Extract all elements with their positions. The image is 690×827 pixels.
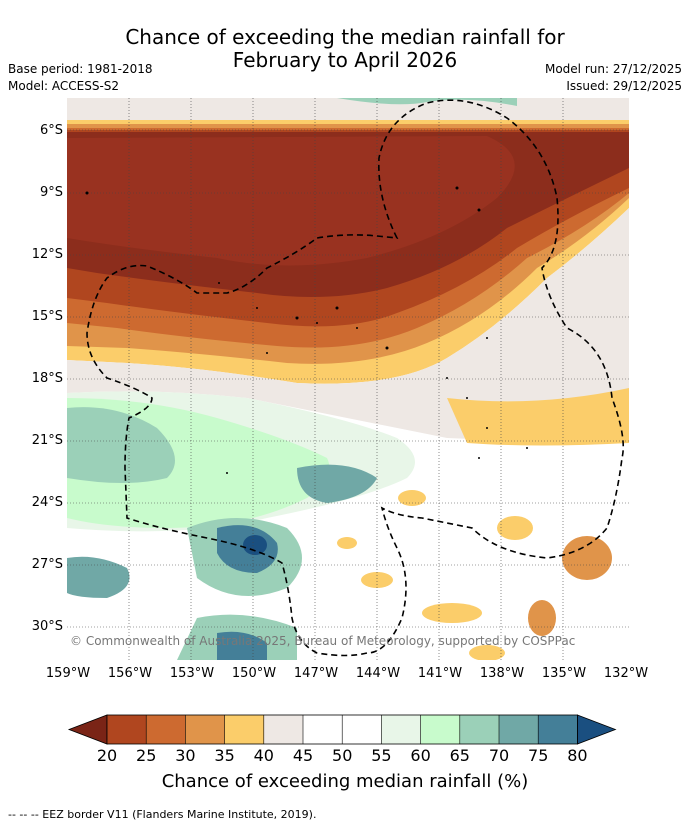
lat-tick-15s: 15°S	[31, 309, 63, 324]
lon-tick-144w: 144°W	[355, 666, 401, 681]
colorbar-label: 70	[488, 746, 510, 765]
lon-tick-138w: 138°W	[479, 666, 525, 681]
lat-tick-30s: 30°S	[31, 619, 63, 634]
colorbar-over-arrow	[577, 714, 617, 745]
lon-tick-159w: 159°W	[45, 666, 91, 681]
colorbar-segment	[381, 715, 421, 744]
colorbar-segment	[303, 715, 343, 744]
colorbar	[67, 714, 617, 745]
rainfall-map	[67, 98, 629, 660]
southern-dry-strip	[447, 388, 629, 446]
colorbar-under-arrow	[67, 714, 108, 745]
lat-tick-24s: 24°S	[31, 495, 63, 510]
base-period: Base period: 1981-2018	[8, 62, 153, 76]
colorbar-label: 60	[410, 746, 431, 765]
lon-tick-141w: 141°W	[417, 666, 463, 681]
colorbar-label: 25	[136, 746, 157, 765]
dry-patch-7	[337, 537, 357, 549]
colorbar-label: 20	[96, 746, 118, 765]
band-70-75-east	[297, 464, 377, 503]
map-svg	[67, 98, 629, 660]
band-65-70-west	[67, 407, 175, 483]
colorbar-label: 55	[371, 746, 392, 765]
lat-tick-9s: 9°S	[39, 185, 63, 200]
issued-date: Issued: 29/12/2025	[566, 79, 682, 93]
dry-patch-3	[562, 536, 612, 580]
colorbar-label: 80	[567, 746, 588, 765]
band-over-80	[243, 535, 267, 555]
colorbar-segment	[538, 715, 578, 744]
lat-tick-6s: 6°S	[39, 123, 63, 138]
colorbar-segment	[107, 715, 147, 744]
dry-patch-1	[398, 490, 426, 506]
colorbar-segment	[459, 715, 499, 744]
colorbar-segment	[224, 715, 264, 744]
lat-tick-12s: 12°S	[31, 247, 63, 262]
islands	[85, 186, 528, 474]
model-run: Model run: 27/12/2025	[544, 62, 682, 76]
eez-footnote: -- -- -- EEZ border V11 (Flanders Marine…	[8, 808, 317, 821]
colorbar-title: Chance of exceeding median rainfall (%)	[161, 771, 529, 792]
core-dry-region	[67, 136, 515, 266]
colorbar-label: 65	[449, 746, 470, 765]
band-40-45	[67, 208, 629, 440]
title-line-1: Chance of exceeding the median rainfall …	[125, 25, 565, 49]
lon-tick-150w: 150°W	[231, 666, 277, 681]
dry-patch-6	[361, 572, 393, 588]
colorbar-label: 30	[175, 746, 196, 765]
dry-patch-4	[422, 603, 482, 623]
lon-tick-147w: 147°W	[293, 666, 339, 681]
model-name: Model: ACCESS-S2	[8, 79, 120, 93]
title-line-2: February to April 2026	[232, 48, 458, 72]
north-band	[67, 98, 629, 120]
lat-tick-18s: 18°S	[31, 371, 63, 386]
colorbar-segment	[263, 715, 303, 744]
lon-tick-156w: 156°W	[107, 666, 153, 681]
lon-tick-132w: 132°W	[603, 666, 649, 681]
dry-patch-2	[497, 516, 533, 540]
colorbar-label: 35	[214, 746, 235, 765]
eez-border	[86, 99, 625, 657]
colorbar-segment	[342, 715, 382, 744]
colorbar-segment	[499, 715, 539, 744]
dry-patch-8	[469, 645, 505, 660]
colorbar-segment	[420, 715, 460, 744]
lon-tick-153w: 153°W	[169, 666, 215, 681]
colorbar-label: 45	[292, 746, 314, 765]
colorbar-label: 75	[528, 746, 549, 765]
band-70-75-west	[67, 556, 130, 598]
band-75-80-south	[217, 631, 267, 660]
copyright-notice: © Commonwealth of Australia 2025, Bureau…	[70, 634, 576, 648]
colorbar-label: 50	[332, 746, 353, 765]
lat-tick-21s: 21°S	[31, 433, 63, 448]
lon-tick-135w: 135°W	[541, 666, 587, 681]
gridlines	[67, 98, 629, 660]
colorbar-label: 40	[253, 746, 274, 765]
lat-tick-27s: 27°S	[31, 557, 63, 572]
colorbar-segment	[185, 715, 225, 744]
north-green-patch	[337, 98, 517, 106]
dry-patch-5	[528, 600, 556, 636]
colorbar-segment	[146, 715, 186, 744]
